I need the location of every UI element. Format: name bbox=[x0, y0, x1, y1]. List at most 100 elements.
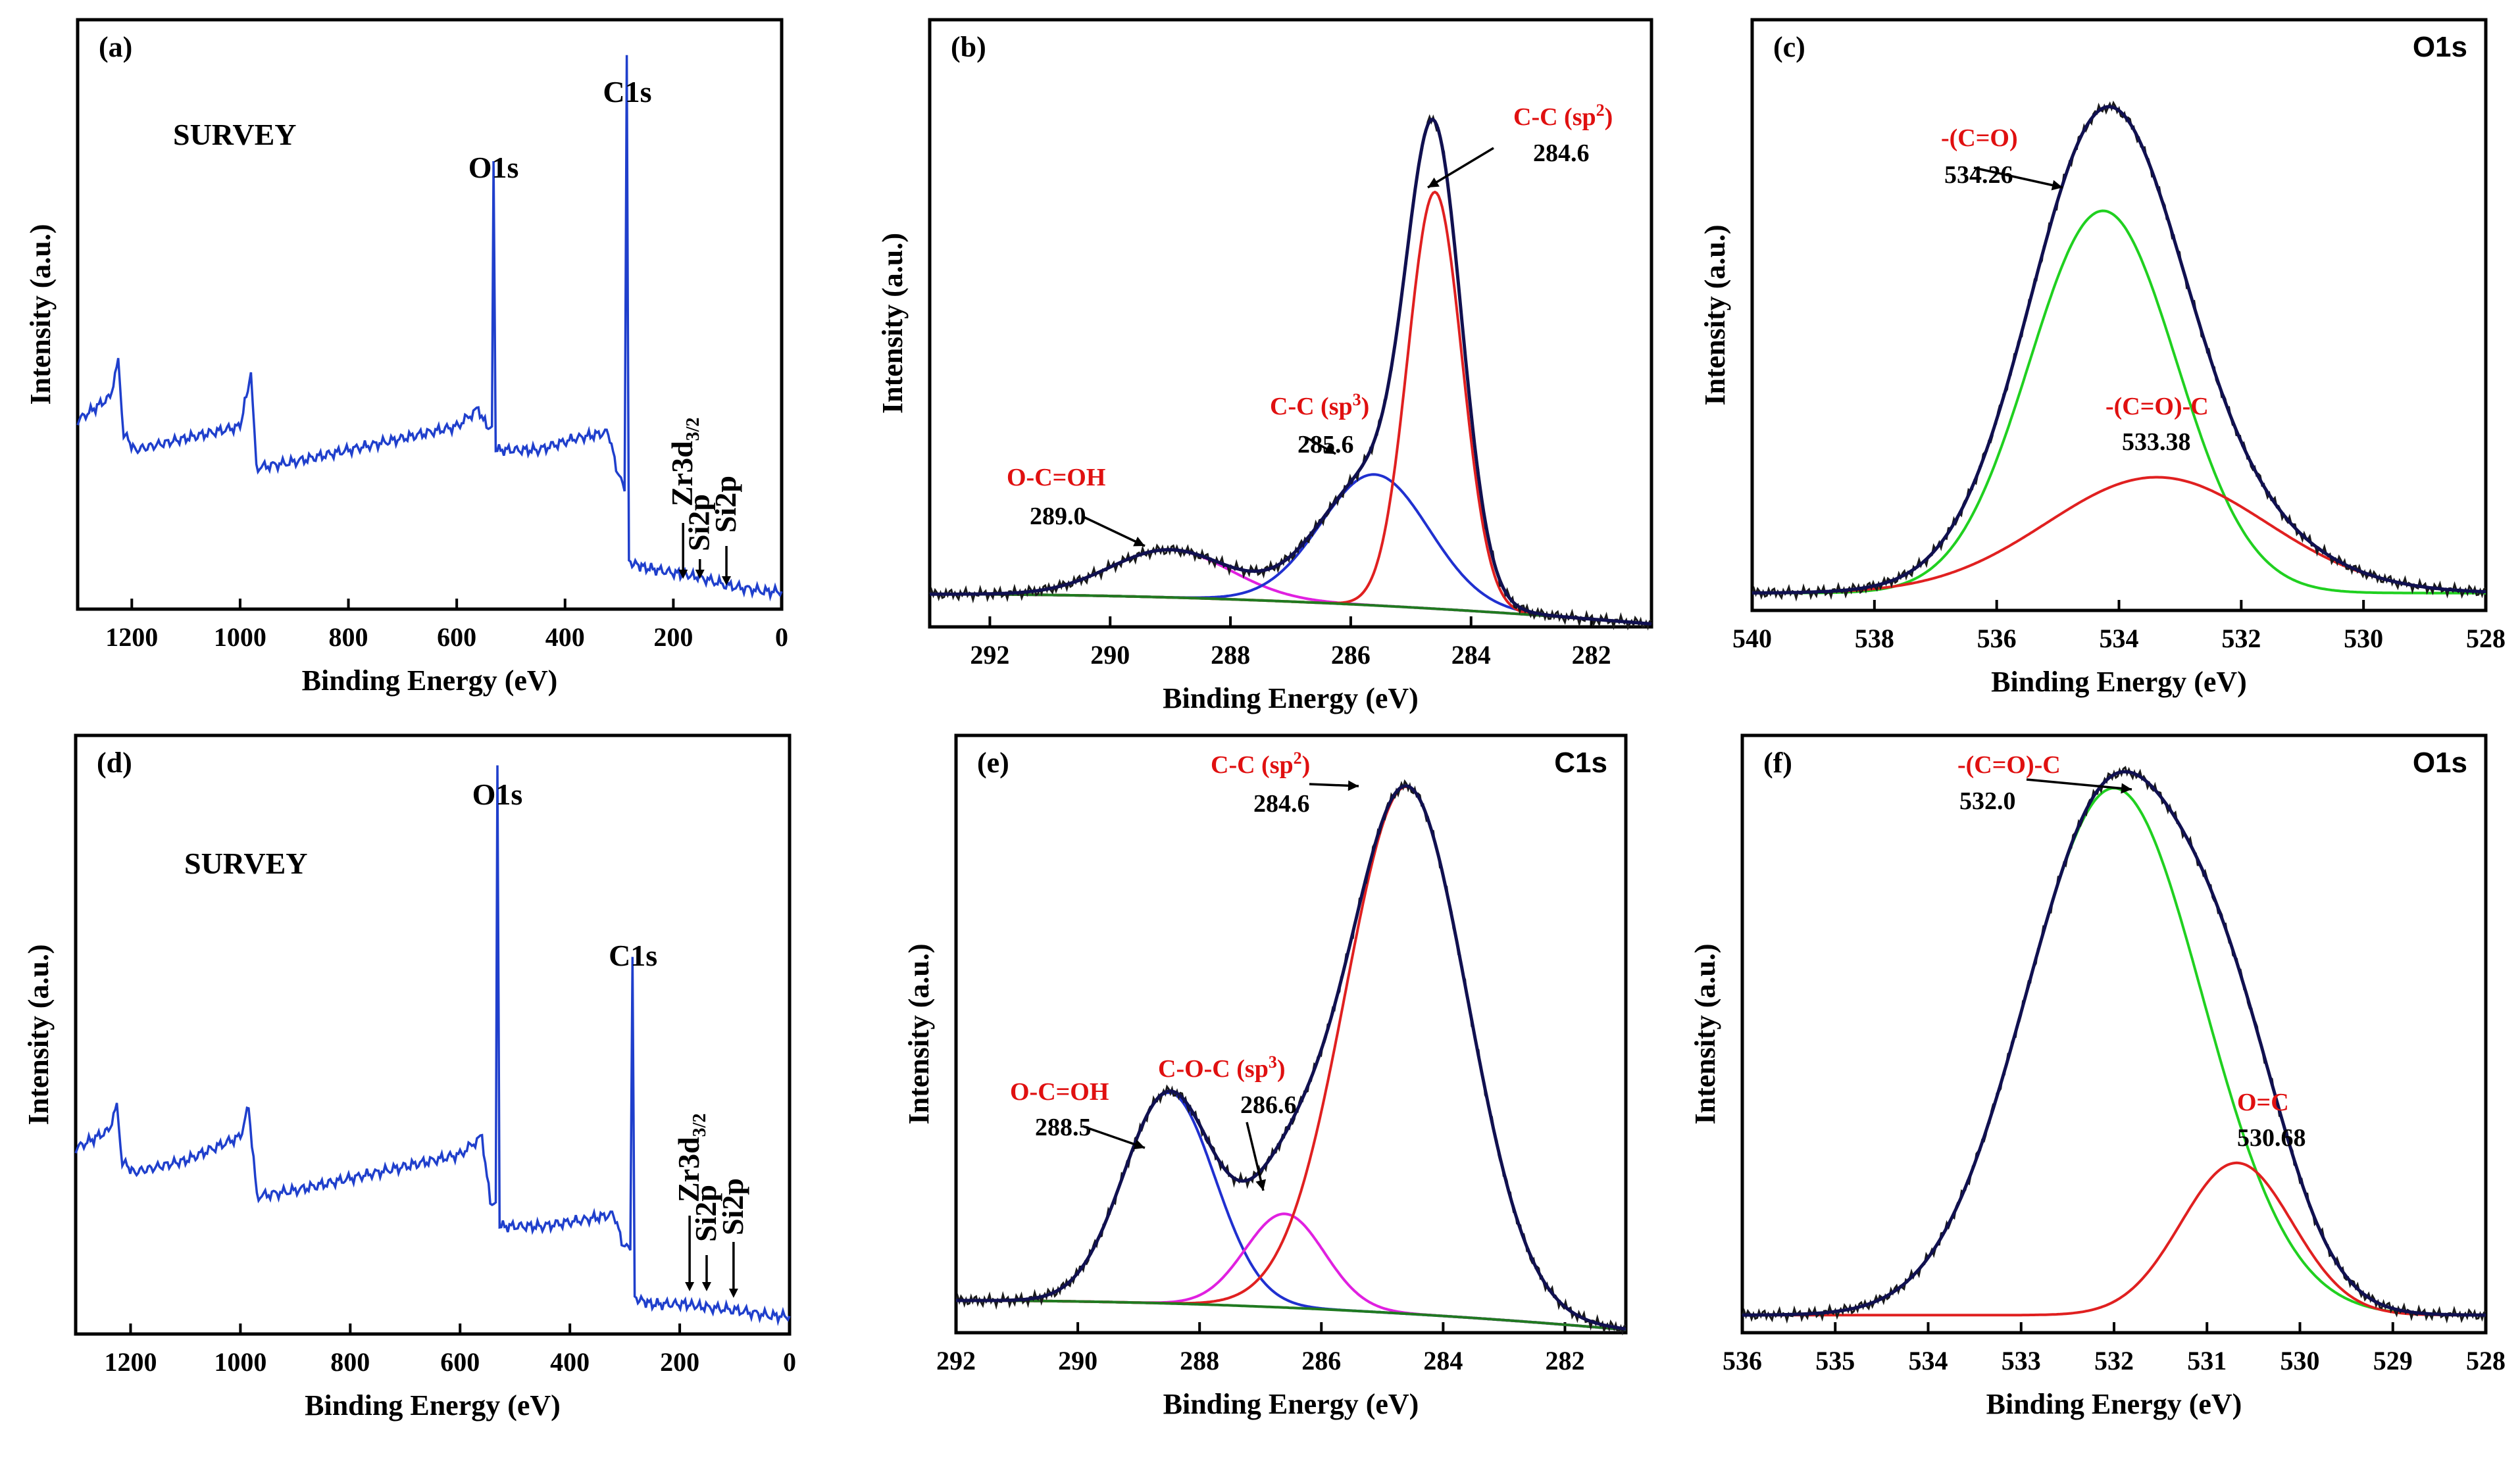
hr-panel-f: 536 535 534 533 532 531 530 529 528 Binding Energ… bbox=[1689, 733, 2506, 1420]
element-peak-label: Si2p bbox=[716, 1178, 749, 1235]
o1s-peak-label: O1s bbox=[468, 151, 519, 184]
survey-title: SURVEY bbox=[173, 118, 297, 151]
y-axis-label: Intensity (a.u.) bbox=[22, 944, 55, 1125]
arrow-head bbox=[1255, 1179, 1267, 1191]
plot-frame bbox=[1740, 733, 2488, 1335]
fitted-envelope-line bbox=[956, 784, 1626, 1331]
arrow-head bbox=[1428, 177, 1440, 187]
x-tick-label: 286 bbox=[1331, 640, 1371, 670]
binding-energy-value: 284.6 bbox=[1533, 139, 1590, 167]
fitted-envelope-line bbox=[930, 118, 1652, 626]
arrow-head bbox=[1133, 536, 1145, 547]
panel-label: (f) bbox=[1763, 747, 1792, 779]
binding-energy-value: 532.0 bbox=[1959, 787, 2016, 815]
y-axis-label: Intensity (a.u.) bbox=[1689, 943, 1721, 1124]
o1s-peak-label: O1s bbox=[472, 778, 523, 811]
x-tick-label: 534 bbox=[2100, 624, 2139, 653]
x-tick-label: 600 bbox=[440, 1347, 480, 1377]
x-tick-label: 800 bbox=[329, 622, 368, 652]
arrow-head bbox=[701, 1282, 711, 1291]
x-tick-label: 0 bbox=[775, 622, 788, 652]
x-tick-label: 1200 bbox=[104, 1347, 157, 1377]
y-axis-label: Intensity (a.u.) bbox=[903, 943, 935, 1124]
x-tick-label: 531 bbox=[2187, 1346, 2227, 1375]
x-tick-label: 1000 bbox=[214, 1347, 266, 1377]
arrow-head bbox=[678, 570, 688, 579]
spectrum-title: C1s bbox=[1554, 747, 1607, 779]
y-axis-label: Intensity (a.u.) bbox=[24, 224, 57, 405]
x-tick-label: 536 bbox=[1977, 624, 2017, 653]
plot-frame bbox=[76, 18, 784, 611]
leader-arrow bbox=[1246, 1122, 1265, 1191]
component--c-o-c-line bbox=[1742, 787, 2486, 1317]
x-tick-label: 292 bbox=[970, 640, 1009, 670]
component-label: -(C=O)-C bbox=[1957, 751, 2061, 779]
arrow-head bbox=[2121, 783, 2132, 794]
x-tick-label: 600 bbox=[437, 622, 476, 652]
spectrum-title: O1s bbox=[2413, 747, 2467, 779]
x-tick-label: 535 bbox=[1815, 1346, 1855, 1375]
panel-label: (c) bbox=[1773, 31, 1805, 63]
element-peak-label: Si2p bbox=[682, 494, 716, 551]
x-tick-label: 529 bbox=[2373, 1346, 2413, 1375]
survey-spectrum-line bbox=[76, 55, 783, 602]
binding-energy-value: 289.0 bbox=[1030, 503, 1086, 530]
spectrum-title: O1s bbox=[2413, 31, 2467, 63]
binding-energy-value: 285.6 bbox=[1298, 431, 1354, 458]
plot-frame bbox=[954, 733, 1628, 1335]
x-tick-label: 528 bbox=[2466, 624, 2506, 653]
y-axis-label: Intensity (a.u.) bbox=[876, 233, 909, 414]
x-tick-label: 282 bbox=[1545, 1346, 1584, 1375]
element-peak-label: Si2p bbox=[689, 1185, 722, 1242]
x-axis-label: Binding Energy (eV) bbox=[1163, 682, 1419, 714]
fitted-envelope-line bbox=[1752, 105, 2486, 595]
panel-label: (a) bbox=[99, 31, 132, 63]
x-tick-label: 534 bbox=[1909, 1346, 1948, 1375]
measured-spectrum-line bbox=[1741, 766, 2486, 1324]
arrow-head bbox=[1348, 780, 1359, 791]
binding-energy-value: 530.68 bbox=[2237, 1124, 2306, 1152]
plot-frame bbox=[74, 733, 792, 1336]
leader-arrow bbox=[1082, 1125, 1146, 1149]
binding-energy-value: 533.38 bbox=[2122, 428, 2191, 456]
element-peak-label: Zr3d3/2 bbox=[665, 418, 703, 507]
binding-energy-value: 284.6 bbox=[1253, 790, 1310, 818]
x-tick-label: 528 bbox=[2466, 1346, 2506, 1375]
survey-spectrum-line bbox=[74, 765, 791, 1327]
component-label: -(C=O)-C bbox=[2105, 393, 2209, 420]
panel-label: (d) bbox=[97, 747, 132, 779]
x-tick-label: 286 bbox=[1301, 1346, 1341, 1375]
x-tick-label: 282 bbox=[1572, 640, 1611, 670]
arrow-head bbox=[728, 1289, 738, 1298]
c1s-peak-label: C1s bbox=[609, 939, 657, 972]
x-tick-label: 530 bbox=[2344, 624, 2383, 653]
leader-arrow bbox=[2026, 778, 2132, 791]
binding-energy-value: 286.6 bbox=[1240, 1091, 1297, 1119]
x-axis-label: Binding Energy (eV) bbox=[1991, 666, 2247, 698]
x-axis-label: Binding Energy (eV) bbox=[1986, 1388, 2242, 1420]
leader-arrow bbox=[1427, 147, 1494, 189]
x-tick-label: 290 bbox=[1090, 640, 1130, 670]
component-label: O-C=OH bbox=[1007, 464, 1105, 491]
x-tick-label: 1200 bbox=[105, 622, 158, 652]
fitted-envelope-line bbox=[1742, 770, 2486, 1317]
element-peak-label: Zr3d3/2 bbox=[672, 1114, 710, 1202]
x-tick-label: 536 bbox=[1723, 1346, 1762, 1375]
arrow-head bbox=[1324, 444, 1336, 454]
arrow-head bbox=[2051, 180, 2063, 191]
x-tick-label: 538 bbox=[1855, 624, 1894, 653]
x-tick-label: 284 bbox=[1423, 1346, 1463, 1375]
binding-energy-value: 288.5 bbox=[1035, 1114, 1092, 1141]
x-tick-label: 800 bbox=[330, 1347, 370, 1377]
x-axis-label: Binding Energy (eV) bbox=[302, 664, 558, 697]
hr-panel-b: 292 290 288 286 284 282 Binding Energy (eV) Int… bbox=[876, 18, 1653, 714]
x-tick-label: 400 bbox=[550, 1347, 590, 1377]
x-tick-label: 288 bbox=[1211, 640, 1250, 670]
measured-spectrum-line bbox=[928, 114, 1652, 631]
component-c-o-c-sp3--line bbox=[956, 1212, 1626, 1331]
x-tick-label: 0 bbox=[783, 1347, 796, 1377]
x-tick-label: 292 bbox=[936, 1346, 976, 1375]
arrow-head bbox=[685, 1282, 695, 1291]
x-tick-label: 290 bbox=[1058, 1346, 1097, 1375]
